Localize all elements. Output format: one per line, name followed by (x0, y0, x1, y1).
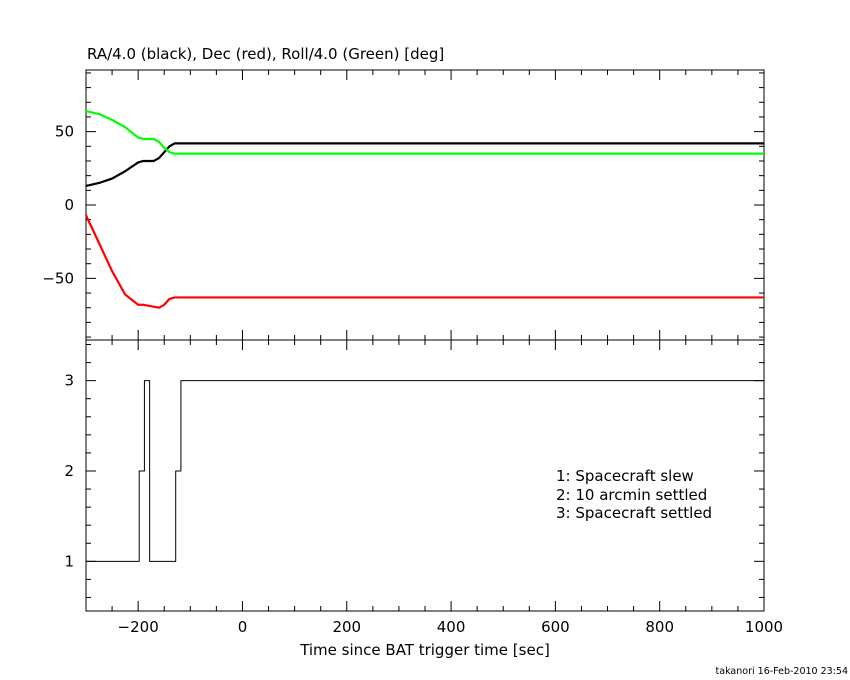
top-y-tick-label: 50 (55, 123, 74, 141)
bottom-y-tick-label: 2 (64, 462, 74, 480)
top-panel: −50 0 50 (42, 69, 765, 341)
bottom-x-tick-label: 1000 (745, 618, 783, 636)
top-ticks: −50 0 50 (42, 70, 765, 340)
top-y-tick-label: −50 (42, 269, 74, 287)
bottom-x-tick-label: 0 (238, 618, 248, 636)
bottom-x-tick-label: 400 (437, 618, 466, 636)
top-series (85, 110, 764, 309)
footer-credit: takanori 16-Feb-2010 23:54 (716, 666, 848, 677)
bottom-series (86, 380, 764, 562)
bottom-x-tick-label: −200 (118, 618, 159, 636)
series-line-roll-4-0 (85, 110, 764, 155)
top-panel-frame (85, 69, 765, 341)
legend-entry-settled: 3: Spacecraft settled (556, 504, 712, 522)
x-axis-label: Time since BAT trigger time [sec] (299, 641, 550, 659)
bottom-x-tick-label: 800 (645, 618, 674, 636)
status-legend: 1: Spacecraft slew 2: 10 arcmin settled … (556, 467, 712, 522)
legend-entry-10-arcmin: 2: 10 arcmin settled (556, 486, 707, 504)
bottom-x-tick-label: 200 (332, 618, 361, 636)
bottom-ticks: 1 2 3 −200 0 200 400 600 800 1000 (64, 340, 783, 636)
bottom-y-tick-label: 1 (64, 552, 74, 570)
legend-entry-slew: 1: Spacecraft slew (556, 467, 694, 485)
bottom-panel: 1 2 3 −200 0 200 400 600 800 1000 1: Spacecraft s… (64, 339, 783, 636)
series-line-dec (85, 214, 764, 309)
chart-title: RA/4.0 (black), Dec (red), Roll/4.0 (Gre… (87, 45, 444, 63)
series-line-settle-status (86, 380, 764, 562)
top-y-tick-label: 0 (64, 196, 74, 214)
series-line-ra-4-0 (85, 142, 764, 187)
bottom-y-tick-label: 3 (64, 372, 74, 390)
bottom-x-tick-label: 600 (541, 618, 570, 636)
